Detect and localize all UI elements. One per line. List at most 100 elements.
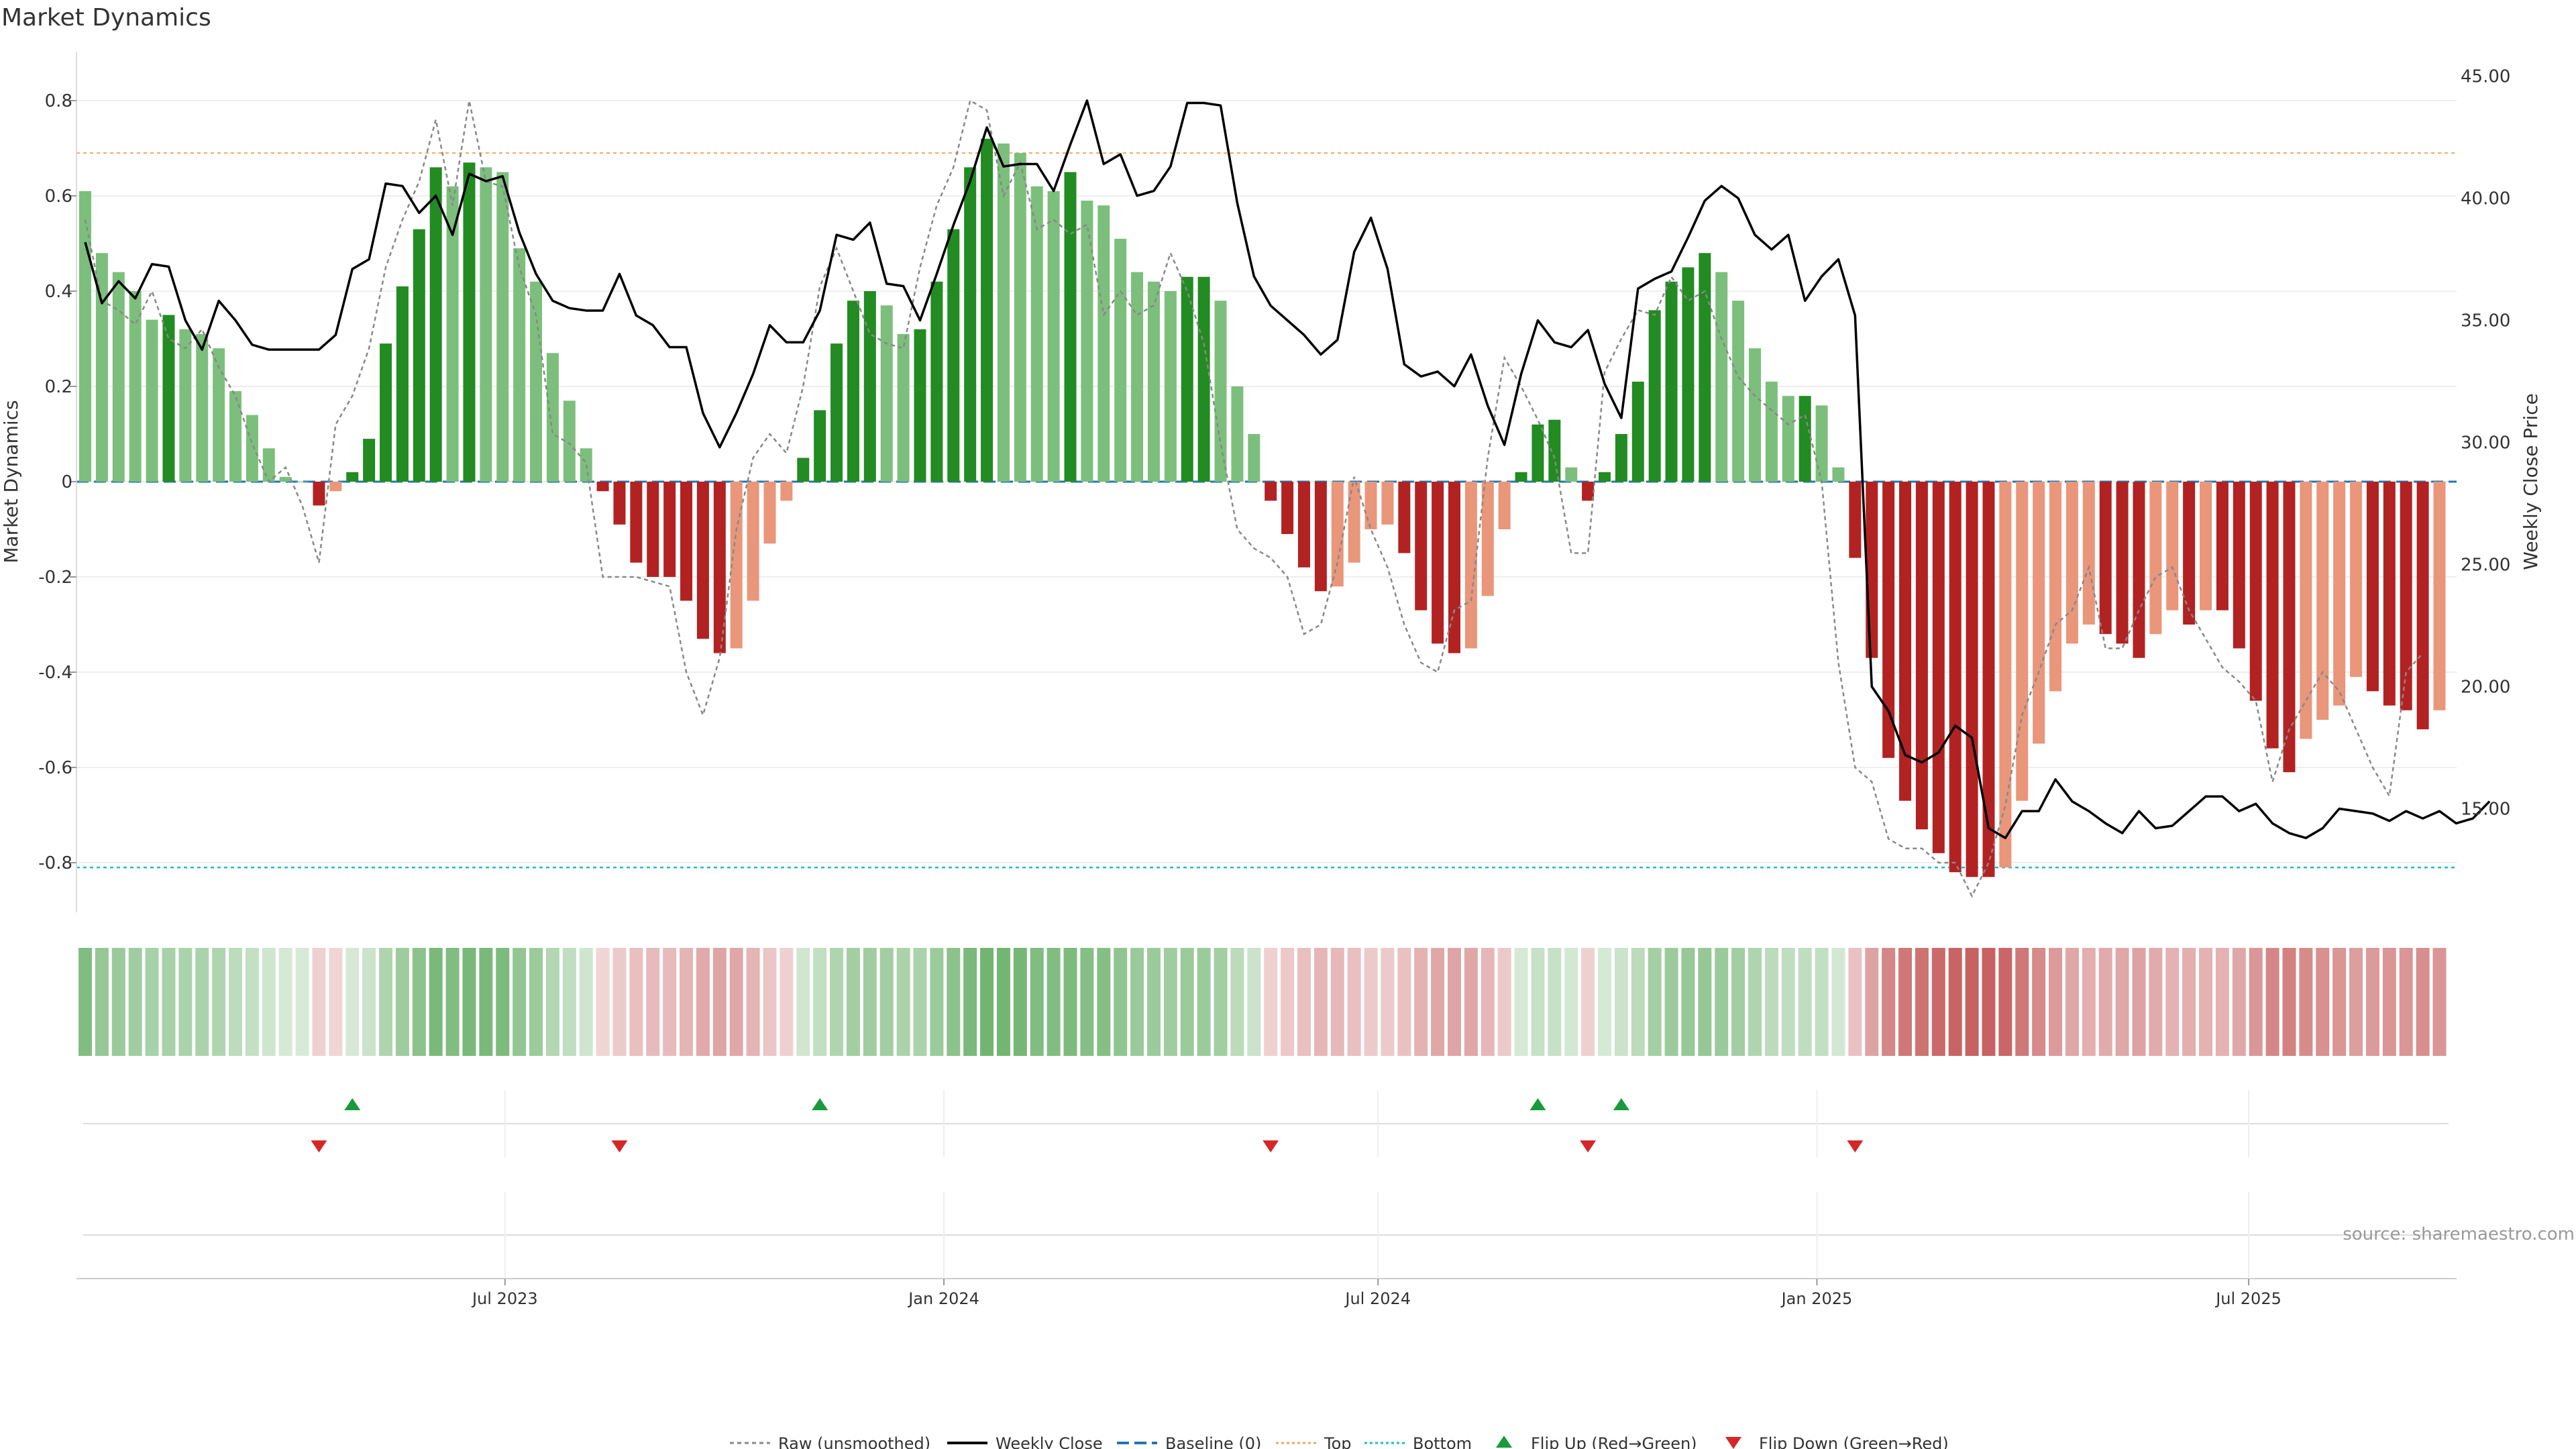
dynamics-bar — [1665, 281, 1678, 482]
legend-flip-down-label: Flip Down (Green→Red) — [1759, 1434, 1949, 1449]
dynamics-bar — [496, 172, 509, 482]
dynamics-bar — [1515, 472, 1527, 482]
flip-up-marker — [1613, 1098, 1629, 1110]
dynamics-bar — [680, 482, 693, 601]
heat-cell — [2249, 948, 2263, 1056]
heat-cell — [1548, 948, 1562, 1056]
heat-cell — [680, 948, 694, 1056]
dynamics-bar — [1147, 281, 1160, 482]
y-tick-label: 0 — [61, 472, 72, 492]
dynamics-bar — [1432, 482, 1444, 644]
legend-raw-label: Raw (unsmoothed) — [778, 1434, 930, 1449]
y2-tick-label: 25.00 — [2461, 555, 2510, 576]
dynamics-bar — [930, 281, 943, 482]
heat-cell — [145, 948, 159, 1056]
heat-cell — [111, 948, 125, 1056]
dynamics-bar — [2233, 482, 2245, 649]
regime-heat-strip — [78, 948, 2447, 1056]
heat-cell — [646, 948, 660, 1056]
raw-series — [84, 99, 2424, 898]
dynamics-bar — [1782, 396, 1794, 482]
dynamics-bar — [1281, 482, 1294, 535]
dynamics-bar — [1832, 467, 1845, 482]
heat-cell — [2132, 948, 2146, 1056]
dynamics-bar — [1699, 253, 1711, 482]
heat-cell — [1764, 948, 1778, 1056]
dynamics-bar — [1464, 482, 1477, 649]
dynamics-bar — [1114, 238, 1127, 482]
heat-cell — [2416, 948, 2430, 1056]
dynamics-bar — [2383, 482, 2396, 706]
y-tick-label: -0.2 — [38, 568, 72, 588]
y2-axis-label: Weekly Close Price — [2520, 393, 2542, 570]
heat-cell — [796, 948, 810, 1056]
dynamics-bar — [1999, 482, 2012, 868]
heat-cell — [2165, 948, 2180, 1056]
heat-cell — [278, 948, 292, 1056]
heat-cell — [763, 948, 777, 1056]
heat-cell — [295, 948, 309, 1056]
dynamics-bar — [246, 415, 258, 482]
y-tick-label: 0.6 — [45, 186, 72, 207]
heat-cell — [1464, 948, 1478, 1056]
dynamics-bar — [146, 319, 158, 482]
heat-cell — [95, 948, 109, 1056]
dynamics-bar — [1214, 301, 1227, 482]
dynamics-bar — [997, 143, 1010, 482]
heat-cell — [2098, 948, 2112, 1056]
dynamics-bar — [2166, 482, 2179, 610]
heat-cell — [2299, 948, 2313, 1056]
dynamics-bar — [1715, 272, 1728, 482]
dynamics-bar — [1882, 482, 1895, 758]
heat-cell — [2282, 948, 2296, 1056]
dynamics-bar — [2300, 482, 2312, 739]
dynamics-bar — [1047, 191, 1060, 482]
dynamics-bar — [1231, 386, 1244, 482]
heat-cell — [1180, 948, 1194, 1056]
heat-cell — [1364, 948, 1378, 1056]
dynamics-bar — [530, 281, 543, 482]
y2-tick-label: 15.00 — [2461, 800, 2510, 820]
y-tick-label: 0.2 — [45, 377, 72, 397]
dynamics-bar — [396, 286, 409, 482]
heat-cell — [1114, 948, 1128, 1056]
heat-cell — [913, 948, 927, 1056]
heat-cell — [2332, 948, 2347, 1056]
x-tick-label: Jul 2025 — [2214, 1289, 2282, 1308]
heat-cell — [178, 948, 193, 1056]
heat-cell — [2065, 948, 2079, 1056]
heat-cell — [1831, 948, 1845, 1056]
dynamics-bar — [1598, 472, 1611, 482]
heat-cell — [1497, 948, 1511, 1056]
dynamics-bar — [847, 301, 859, 482]
legend-flip-up-icon — [1496, 1436, 1512, 1448]
heat-cell — [1781, 948, 1795, 1056]
dynamics-bar — [480, 167, 492, 482]
dynamics-bar — [446, 186, 459, 482]
heat-cell — [629, 948, 643, 1056]
weekly-close-series — [84, 99, 2491, 839]
heat-cell — [2265, 948, 2279, 1056]
dynamics-bar — [1732, 301, 1745, 482]
heat-cell — [863, 948, 877, 1056]
flip-down-marker — [1580, 1140, 1597, 1152]
dynamics-bar — [613, 482, 626, 525]
heat-cell — [1481, 948, 1495, 1056]
heat-cell — [2149, 948, 2163, 1056]
raw-unsmoothed-line — [84, 99, 2424, 898]
dynamics-bar — [1799, 396, 1811, 482]
dynamics-bar — [2333, 482, 2346, 706]
heat-cell — [1097, 948, 1111, 1056]
heat-cell — [1146, 948, 1161, 1056]
heat-cell — [712, 948, 727, 1056]
dynamics-bar — [897, 333, 910, 482]
heat-cell — [1815, 948, 1829, 1056]
legend-top-label: Top — [1324, 1434, 1352, 1449]
dynamics-bar — [1815, 405, 1828, 482]
dynamics-bar — [2316, 482, 2329, 720]
dynamics-bar — [363, 439, 376, 482]
dynamics-bar — [1398, 482, 1411, 553]
heat-cell — [1514, 948, 1528, 1056]
dynamics-bar — [1131, 272, 1144, 482]
y2-tick-label: 35.00 — [2461, 311, 2510, 331]
